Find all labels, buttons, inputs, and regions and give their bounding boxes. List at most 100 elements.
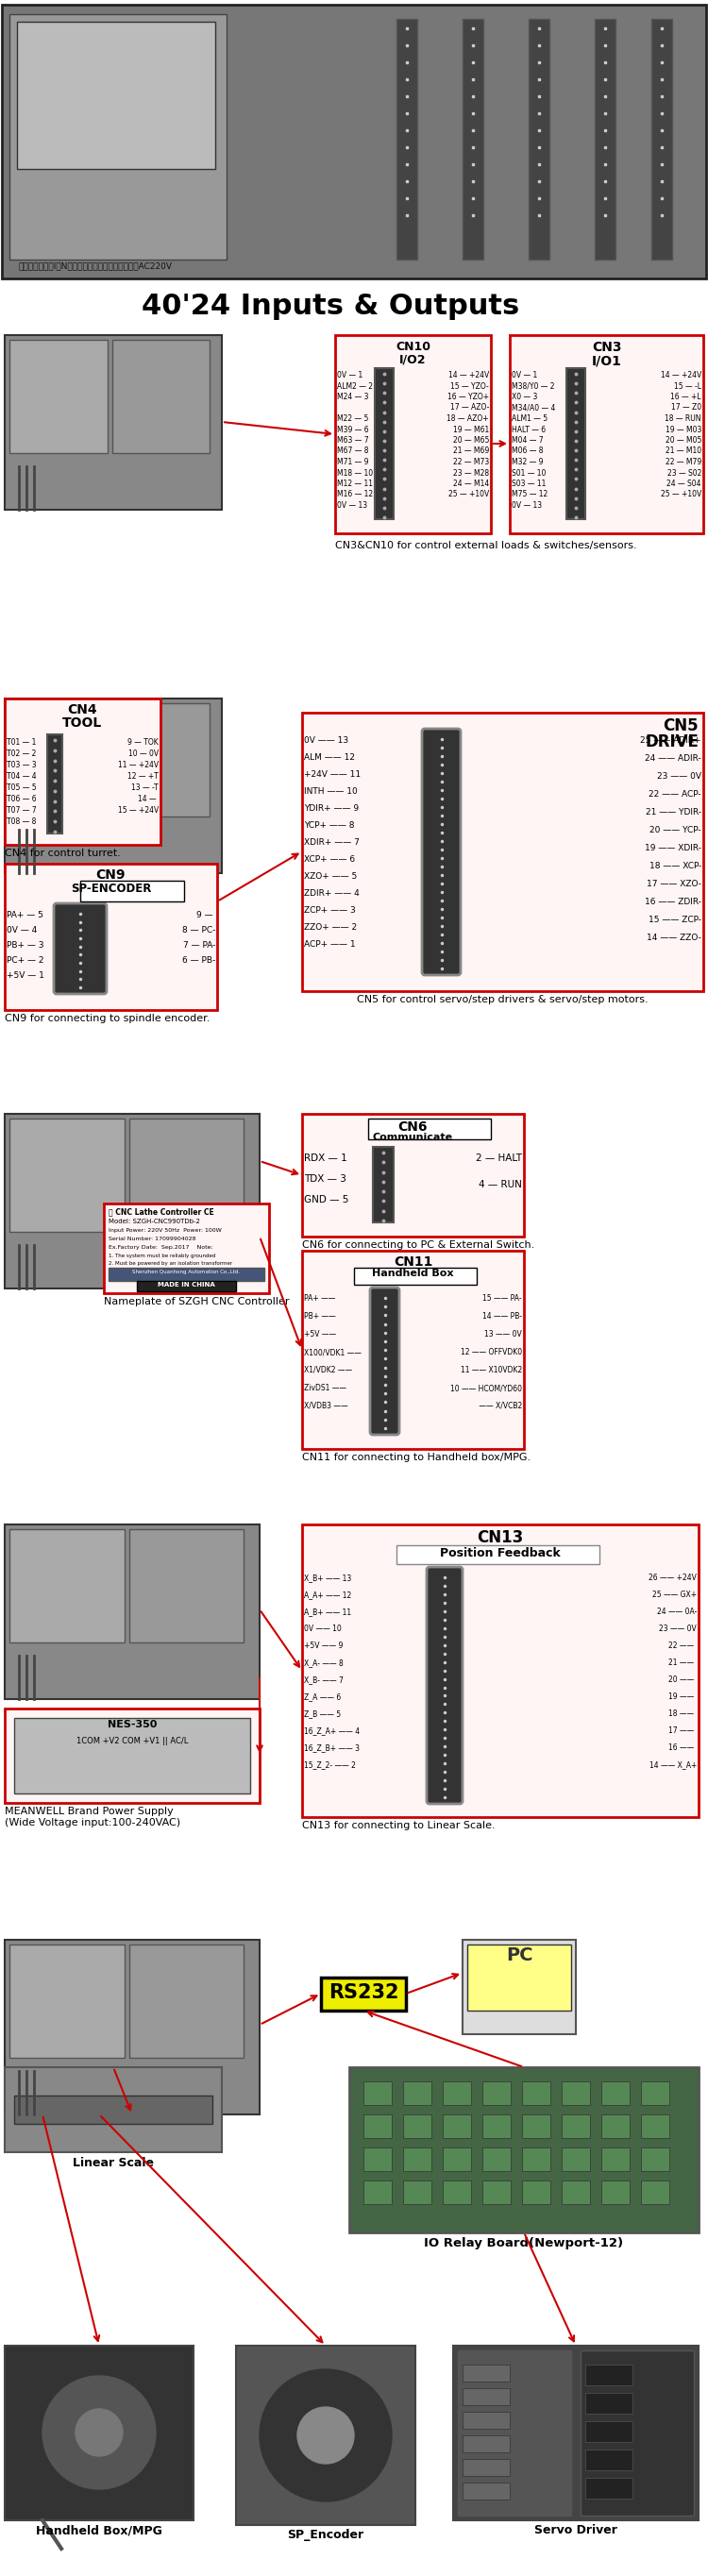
Bar bbox=[9, 13, 227, 260]
Text: ALM1 — 5: ALM1 — 5 bbox=[512, 415, 548, 422]
Bar bbox=[462, 2460, 510, 2476]
Text: M32 — 9: M32 — 9 bbox=[512, 459, 543, 466]
Text: 40'24 Inputs & Outputs: 40'24 Inputs & Outputs bbox=[142, 294, 519, 319]
Bar bbox=[104, 1203, 269, 1293]
Bar bbox=[522, 2179, 550, 2205]
Bar bbox=[5, 1525, 260, 1700]
Text: 22 ——: 22 —— bbox=[669, 1641, 697, 1651]
Text: 19 — M03: 19 — M03 bbox=[666, 425, 702, 433]
Bar bbox=[462, 1940, 576, 2035]
Bar bbox=[586, 2393, 632, 2414]
Text: YCP+ —— 8: YCP+ —— 8 bbox=[304, 822, 355, 829]
Text: 12 —— OFFVDK0: 12 —— OFFVDK0 bbox=[460, 1347, 522, 1358]
Bar bbox=[363, 2148, 392, 2172]
Text: X_A- —— 8: X_A- —— 8 bbox=[304, 1659, 343, 1667]
Text: 17 ——: 17 —— bbox=[668, 1726, 697, 1736]
Bar bbox=[112, 340, 210, 453]
Text: X_B+ —— 13: X_B+ —— 13 bbox=[304, 1574, 351, 1582]
Text: 18 —— XCP-: 18 —— XCP- bbox=[649, 863, 702, 871]
Text: 15 — +24V: 15 — +24V bbox=[118, 806, 159, 814]
Bar bbox=[581, 2349, 694, 2517]
Bar bbox=[302, 1525, 699, 1816]
Bar bbox=[129, 1945, 244, 2058]
Bar bbox=[5, 863, 217, 1010]
Text: RDX — 1: RDX — 1 bbox=[304, 1154, 347, 1162]
Text: X/VDB3 ——: X/VDB3 —— bbox=[304, 1401, 348, 1409]
Text: NES-350: NES-350 bbox=[108, 1721, 157, 1728]
Bar bbox=[9, 1118, 124, 1231]
Text: 25 —— ADIR+: 25 —— ADIR+ bbox=[641, 737, 702, 744]
Text: T04 — 4: T04 — 4 bbox=[6, 773, 37, 781]
Bar bbox=[566, 368, 586, 520]
Bar bbox=[108, 1267, 264, 1280]
Text: HALT — 6: HALT — 6 bbox=[512, 425, 546, 433]
Bar bbox=[5, 698, 222, 873]
Bar bbox=[482, 2115, 510, 2138]
Text: CN3: CN3 bbox=[592, 340, 622, 353]
Bar bbox=[2, 5, 706, 278]
Bar bbox=[129, 1530, 244, 1643]
Text: 14 —— ZZO-: 14 —— ZZO- bbox=[647, 933, 702, 943]
Text: 15 —— ZCP-: 15 —— ZCP- bbox=[649, 914, 702, 925]
Text: M38/Y0 — 2: M38/Y0 — 2 bbox=[512, 381, 554, 392]
FancyBboxPatch shape bbox=[422, 729, 461, 976]
Text: M06 — 8: M06 — 8 bbox=[512, 448, 543, 456]
Text: ZivDS1 ——: ZivDS1 —— bbox=[304, 1383, 346, 1391]
Bar bbox=[302, 1113, 524, 1236]
Bar bbox=[561, 2115, 590, 2138]
Bar bbox=[363, 2115, 392, 2138]
Text: 17 —— XZO-: 17 —— XZO- bbox=[646, 881, 702, 889]
Text: Communicate: Communicate bbox=[373, 1133, 453, 1141]
Text: PB+ — 3: PB+ — 3 bbox=[6, 940, 44, 951]
Text: 14 —— X_A+: 14 —— X_A+ bbox=[649, 1759, 697, 1770]
Text: 19 — M61: 19 — M61 bbox=[453, 425, 489, 433]
Text: +5V ——: +5V —— bbox=[304, 1329, 336, 1340]
Bar bbox=[462, 2388, 510, 2406]
Bar bbox=[641, 2148, 669, 2172]
Text: 12 — +T: 12 — +T bbox=[127, 773, 159, 781]
Text: M24 — 3: M24 — 3 bbox=[337, 392, 369, 402]
Text: XZO+ —— 5: XZO+ —— 5 bbox=[304, 873, 357, 881]
Text: INTH —— 10: INTH —— 10 bbox=[304, 788, 358, 796]
Text: 15_Z_2- —— 2: 15_Z_2- —— 2 bbox=[304, 1759, 355, 1770]
Text: 17 — Z0: 17 — Z0 bbox=[671, 404, 702, 412]
Bar bbox=[442, 2081, 471, 2105]
Text: CN5 for control servo/step drivers & servo/step motors.: CN5 for control servo/step drivers & ser… bbox=[357, 994, 649, 1005]
Text: 22 —— ACP-: 22 —— ACP- bbox=[649, 791, 702, 799]
Text: X100/VDK1 ——: X100/VDK1 —— bbox=[304, 1347, 361, 1358]
Text: DRIVE: DRIVE bbox=[645, 734, 699, 750]
Text: 17 — AZO-: 17 — AZO- bbox=[450, 404, 489, 412]
Bar bbox=[302, 1252, 524, 1448]
Text: 25 — +10V: 25 — +10V bbox=[448, 489, 489, 500]
Text: 0V — 13: 0V — 13 bbox=[512, 502, 542, 510]
Bar bbox=[47, 734, 62, 835]
Text: M22 — 5: M22 — 5 bbox=[337, 415, 368, 422]
Text: 11 —— X10VDK2: 11 —— X10VDK2 bbox=[460, 1365, 522, 1376]
Bar bbox=[522, 2148, 550, 2172]
Text: 20 —— YCP-: 20 —— YCP- bbox=[650, 827, 702, 835]
Bar bbox=[302, 714, 703, 992]
Text: T05 — 5: T05 — 5 bbox=[6, 783, 37, 791]
Bar bbox=[9, 703, 107, 817]
Text: T08 — 8: T08 — 8 bbox=[6, 817, 36, 827]
FancyBboxPatch shape bbox=[370, 1288, 399, 1435]
Text: XDIR+ —— 7: XDIR+ —— 7 bbox=[304, 837, 360, 848]
Text: 2 — HALT: 2 — HALT bbox=[476, 1154, 522, 1162]
Bar bbox=[462, 2434, 510, 2452]
Text: 24 —— 0A-: 24 —— 0A- bbox=[657, 1607, 697, 1615]
Text: 0V — 4: 0V — 4 bbox=[6, 925, 37, 935]
Text: M75 — 12: M75 — 12 bbox=[512, 489, 548, 500]
Bar bbox=[529, 18, 549, 260]
Text: 16 —— ZDIR-: 16 —— ZDIR- bbox=[645, 896, 702, 907]
Bar bbox=[5, 2066, 222, 2151]
Text: 0V — 13: 0V — 13 bbox=[337, 502, 367, 510]
Text: Handheld Box/MPG: Handheld Box/MPG bbox=[36, 2524, 162, 2537]
Text: 10 — 0V: 10 — 0V bbox=[128, 750, 159, 757]
Bar bbox=[5, 1708, 260, 1803]
Text: 8 — PC-: 8 — PC- bbox=[182, 925, 215, 935]
Text: 14 — +24V: 14 — +24V bbox=[448, 371, 489, 379]
Text: 16 — +L: 16 — +L bbox=[670, 392, 702, 402]
Text: 21 —— YDIR-: 21 —— YDIR- bbox=[646, 809, 702, 817]
Bar bbox=[442, 2115, 471, 2138]
Text: ZZO+ —— 2: ZZO+ —— 2 bbox=[304, 922, 357, 933]
